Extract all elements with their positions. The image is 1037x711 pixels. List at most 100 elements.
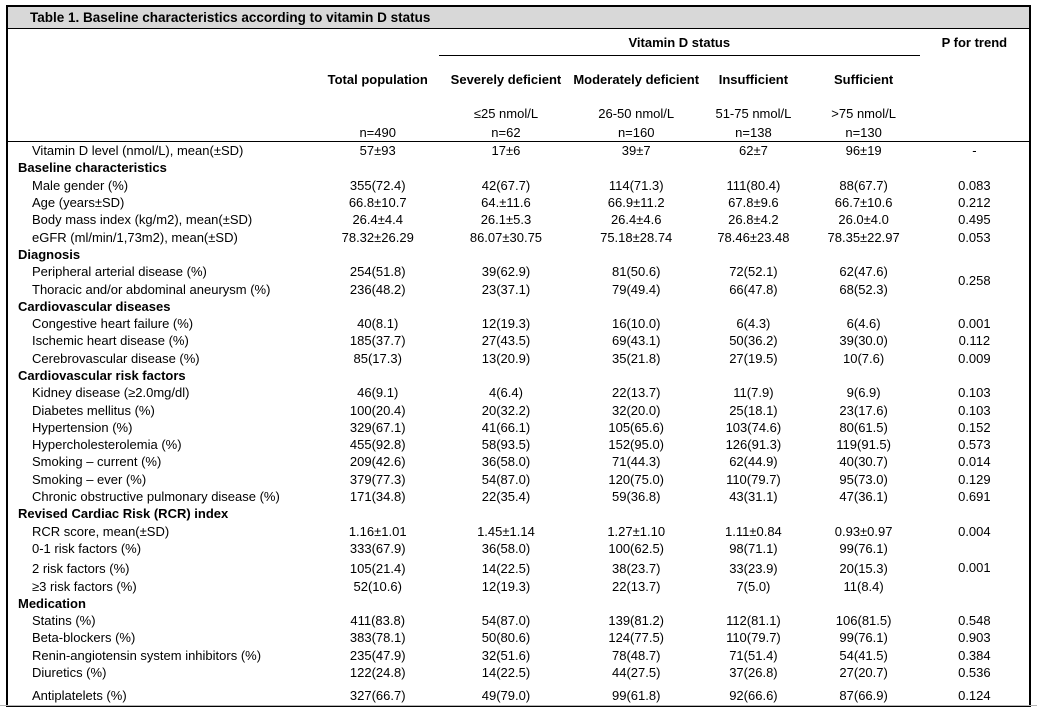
row-label: Hypercholesterolemia (%) <box>32 437 182 453</box>
group-name-header: Moderately deficient <box>573 72 700 87</box>
cell-value: 383(78.1) <box>349 630 406 646</box>
row-label: Thoracic and/or abdominal aneurysm (%) <box>32 281 271 297</box>
cell-value: 171(34.8) <box>349 489 406 505</box>
cell-value: 23(17.6) <box>839 402 888 418</box>
table-row: Congestive heart failure (%) 40(8.1) 12(19… <box>8 315 1029 332</box>
table-row: RCR score, mean(±SD) 1.16±1.01 1.45±1.14 1.… <box>8 523 1029 540</box>
table-row: Kidney disease (≥2.0mg/dl) 46(9.1) 4(6.4) 2… <box>8 384 1029 401</box>
cell-value: 26.4±4.6 <box>610 212 662 228</box>
cell-value: 32(51.6) <box>481 647 531 663</box>
cell-value: 78.46±23.48 <box>717 229 790 245</box>
cell-value: 254(51.8) <box>349 264 406 280</box>
cell-value: 110(79.7) <box>726 471 781 487</box>
cell-value: 124(77.5) <box>608 630 665 646</box>
table-row: Smoking – current (%) 209(42.6) 36(58.0) 71… <box>8 453 1029 470</box>
cell-value: 96±19 <box>845 143 882 159</box>
header-spacer <box>919 124 1029 142</box>
section-label: Diagnosis <box>18 246 81 262</box>
cell-value: 40(30.7) <box>839 454 888 470</box>
p-value: 0.495 <box>958 212 991 228</box>
cell-value: 54(87.0) <box>481 613 531 629</box>
cell-value: 69(43.1) <box>611 333 661 349</box>
header-row-group: Vitamin D status P for trend <box>8 29 1029 56</box>
cell-value: 379(77.3) <box>349 471 406 487</box>
cell-value: 66.7±10.6 <box>834 195 893 211</box>
p-value: 0.903 <box>958 630 991 646</box>
p-value: 0.004 <box>958 523 991 539</box>
row-label: Renin-angiotensin system inhibitors (%) <box>32 647 262 663</box>
row-label: eGFR (ml/min/1,73m2), mean(±SD) <box>32 229 238 245</box>
row-label: Body mass index (kg/m2), mean(±SD) <box>32 212 253 228</box>
cell-value: 23(37.1) <box>481 281 531 297</box>
cell-value: 40(8.1) <box>357 316 399 332</box>
cell-value: 4(6.4) <box>488 385 523 401</box>
cell-value: 52(10.6) <box>353 578 402 594</box>
table-row: Renin-angiotensin system inhibitors (%) 2… <box>8 647 1029 664</box>
cell-value: 10(7.6) <box>843 350 885 366</box>
cell-value: 92(66.6) <box>729 688 778 704</box>
header-spacer <box>8 124 317 142</box>
row-label: Diabetes mellitus (%) <box>32 402 155 418</box>
cell-value: 58(93.5) <box>481 437 531 453</box>
p-value: 0.103 <box>958 402 991 418</box>
p-value: - <box>972 143 977 159</box>
cell-value: 27(43.5) <box>481 333 531 349</box>
cell-value: 38(23.7) <box>611 561 661 577</box>
group-name-header: Sufficient <box>834 72 894 87</box>
cell-value: 235(47.9) <box>349 647 406 663</box>
header-spacer <box>8 103 317 124</box>
cell-value: 50(36.2) <box>729 333 778 349</box>
header-row-ranges: ≤25 nmol/L 26-50 nmol/L 51-75 nmol/L >75 nm… <box>8 103 1029 124</box>
row-label: 0-1 risk factors (%) <box>32 540 142 556</box>
row-label: Age (years±SD) <box>32 195 125 211</box>
cell-value: 64.±11.6 <box>481 195 531 211</box>
cell-value: 14(22.5) <box>481 665 531 681</box>
header-spacer <box>317 29 439 56</box>
cell-value: 62±7 <box>739 143 768 159</box>
row-label: Male gender (%) <box>32 177 129 193</box>
row-label: Kidney disease (≥2.0mg/dl) <box>32 385 190 401</box>
cell-value: 54(87.0) <box>481 471 531 487</box>
p-value: 0.152 <box>958 419 991 435</box>
cell-value: 17±6 <box>491 143 521 159</box>
cell-value: 36(58.0) <box>481 454 531 470</box>
table-row: Body mass index (kg/m2), mean(±SD) 26.4±4… <box>8 211 1029 228</box>
cell-value: 185(37.7) <box>349 333 406 349</box>
section-label: Cardiovascular diseases <box>18 298 171 314</box>
cell-value: 57±93 <box>359 143 396 159</box>
table-row: Antiplatelets (%) 327(66.7) 49(79.0) 99(61.… <box>8 681 1029 704</box>
cell-value: 11(7.9) <box>733 385 774 401</box>
p-value: 0.384 <box>958 647 991 663</box>
cell-value: 209(42.6) <box>349 454 406 470</box>
table-row: Age (years±SD) 66.8±10.7 64.±11.6 66.9±11.2… <box>8 194 1029 211</box>
table-row: Hypertension (%) 329(67.1) 41(66.1) 105(65.… <box>8 419 1029 436</box>
cell-value: 100(20.4) <box>349 402 406 418</box>
p-value: 0.258 <box>958 272 991 288</box>
cell-value: 1.45±1.14 <box>477 523 535 539</box>
section-row: Revised Cardiac Risk (RCR) index <box>8 505 1029 522</box>
cell-value: 35(21.8) <box>611 350 661 366</box>
row-label: Beta-blockers (%) <box>32 630 136 646</box>
cell-value: 333(67.9) <box>349 540 406 556</box>
cell-value: 78.35±22.97 <box>827 229 900 245</box>
total-n: n=490 <box>316 124 439 142</box>
table-header: Vitamin D status P for trend Total popul… <box>8 29 1029 142</box>
cell-value: 139(81.2) <box>608 613 665 629</box>
cell-value: 105(65.6) <box>608 419 665 435</box>
group-n-header: n=62 <box>438 124 574 142</box>
p-value: 0.009 <box>958 350 991 366</box>
row-label: 2 risk factors (%) <box>32 561 130 577</box>
cell-value: 6(4.3) <box>736 316 771 332</box>
header-spacer <box>8 56 317 104</box>
characteristics-table: Vitamin D status P for trend Total popul… <box>8 29 1029 705</box>
cell-value: 50(80.6) <box>481 630 531 646</box>
section-row: Medication <box>8 595 1029 612</box>
group-range-header: ≤25 nmol/L <box>473 106 539 121</box>
total-population-header: Total population <box>327 71 428 87</box>
group-range-header: 26-50 nmol/L <box>598 106 675 121</box>
group-n-header: n=138 <box>699 124 808 142</box>
cell-value: 114(71.3) <box>608 177 664 193</box>
cell-value: 41(66.1) <box>481 419 531 435</box>
header-spacer <box>8 29 317 56</box>
